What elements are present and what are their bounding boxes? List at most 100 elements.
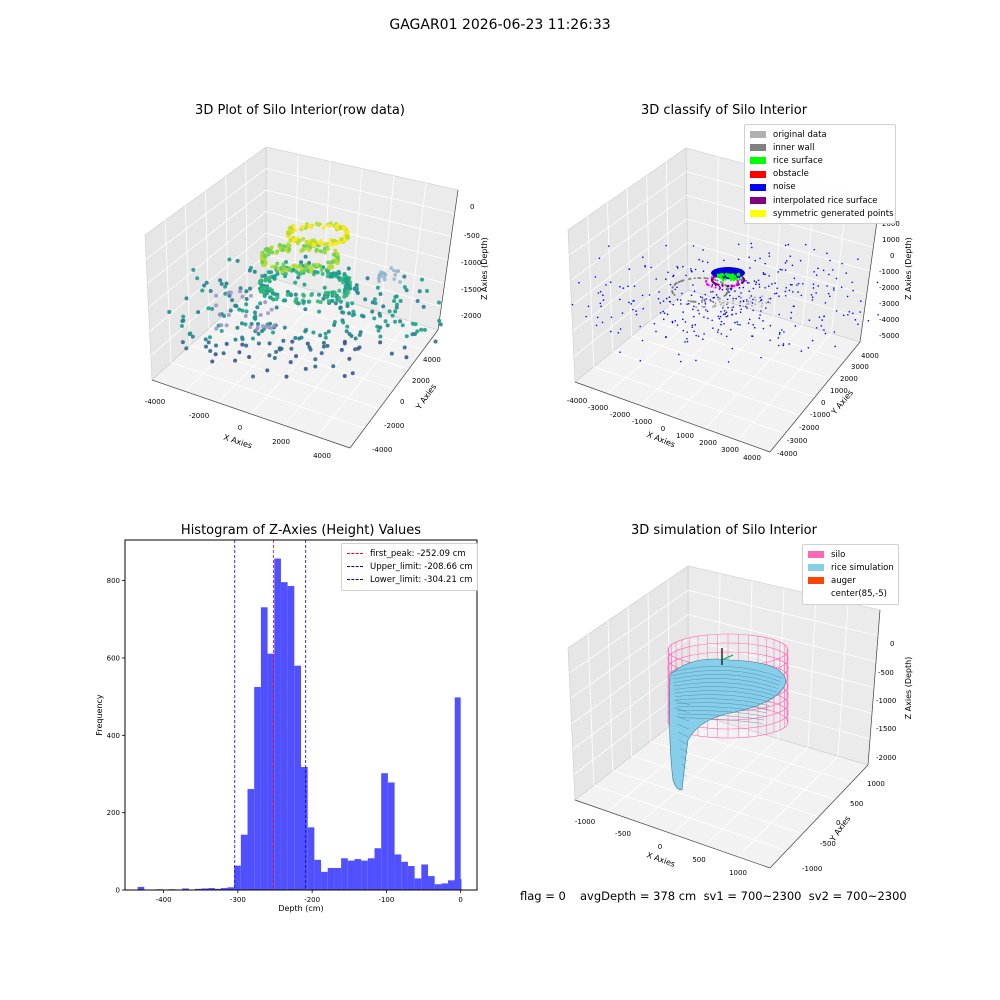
data-point (279, 265, 284, 270)
data-point (331, 239, 336, 244)
data-point (303, 366, 308, 371)
data-point (331, 364, 336, 369)
data-point (206, 306, 211, 311)
data-point (345, 324, 350, 329)
data-point (247, 268, 252, 273)
data-point (404, 334, 409, 339)
data-point (400, 323, 405, 328)
data-point (190, 334, 195, 339)
legend-item-inner-wall: inner wall (750, 141, 890, 154)
data-point (425, 289, 430, 294)
data-point (219, 329, 224, 334)
data-point (339, 277, 344, 282)
data-point (295, 265, 300, 270)
data-point (393, 273, 398, 277)
data-point (238, 286, 243, 291)
data-point (344, 329, 349, 334)
data-point (219, 323, 224, 328)
data-point (410, 332, 415, 337)
data-point (294, 354, 299, 359)
data-point (299, 266, 304, 271)
grid-line (265, 168, 455, 214)
panel1-axes-box (144, 146, 459, 449)
data-point (202, 283, 207, 288)
data-point (300, 225, 305, 230)
legend-swatch (750, 144, 766, 152)
data-point (375, 285, 380, 290)
legend-item-center: center(85,-5) (808, 588, 893, 601)
data-point (321, 225, 326, 230)
data-point (333, 301, 338, 306)
data-point (339, 237, 344, 242)
data-point (325, 246, 330, 251)
data-point (284, 268, 289, 273)
data-point (303, 254, 308, 259)
data-point (329, 264, 334, 269)
legend-item-symmetric-generated-points: symmetric generated points (750, 207, 894, 220)
data-point (323, 290, 328, 295)
data-point (370, 300, 375, 305)
data-point (321, 296, 326, 301)
data-point (267, 278, 272, 283)
data-point (390, 313, 395, 318)
data-point (311, 242, 316, 247)
data-point (303, 225, 308, 230)
data-point (203, 344, 208, 349)
data-point (310, 238, 315, 243)
data-point (342, 271, 347, 276)
data-point (353, 347, 358, 352)
data-point (332, 323, 337, 328)
data-point (244, 289, 249, 294)
data-point (417, 289, 422, 294)
panel1-xtick: -4000 (145, 398, 165, 406)
data-point (230, 298, 235, 303)
data-point (208, 289, 213, 294)
data-point (342, 227, 347, 232)
legend-line (347, 579, 363, 581)
data-point (272, 355, 277, 360)
legend-swatch (750, 210, 766, 218)
data-point (303, 263, 308, 268)
data-point (219, 281, 224, 286)
data-point (267, 286, 272, 291)
data-point (254, 327, 259, 332)
data-point (350, 301, 355, 306)
data-point (382, 277, 387, 282)
panel1-ylabel: Y Axies (414, 382, 439, 412)
data-point (284, 374, 289, 379)
data-point (317, 309, 322, 314)
data-point (393, 319, 398, 324)
panel1-ytick: 2000 (412, 377, 430, 385)
data-point (268, 275, 273, 280)
data-point (326, 223, 331, 228)
data-point (276, 267, 281, 272)
panel4-legend: silo rice simulation auger center(85,-5) (802, 544, 899, 605)
data-point (208, 349, 213, 354)
data-point (221, 351, 226, 356)
panel1-ztick: 0 (470, 203, 474, 211)
x-axis-line (151, 379, 351, 449)
data-point (243, 322, 248, 327)
data-point (260, 259, 265, 264)
data-point (243, 313, 248, 318)
data-point (325, 343, 330, 348)
data-point (343, 278, 348, 283)
data-point (347, 311, 352, 316)
data-point (345, 235, 350, 240)
data-point (337, 271, 342, 276)
data-point (420, 277, 425, 282)
data-point (345, 289, 350, 294)
legend-item-silo: silo (808, 548, 893, 561)
data-point (402, 274, 407, 279)
data-point (203, 337, 208, 342)
data-point (213, 352, 218, 357)
data-point (324, 295, 329, 300)
data-point (381, 304, 386, 309)
z-axis-line (437, 189, 459, 331)
data-point (372, 316, 377, 321)
data-point (392, 277, 397, 281)
data-point (370, 309, 375, 314)
data-point (180, 340, 185, 345)
data-point (358, 330, 363, 335)
data-point (347, 356, 352, 361)
